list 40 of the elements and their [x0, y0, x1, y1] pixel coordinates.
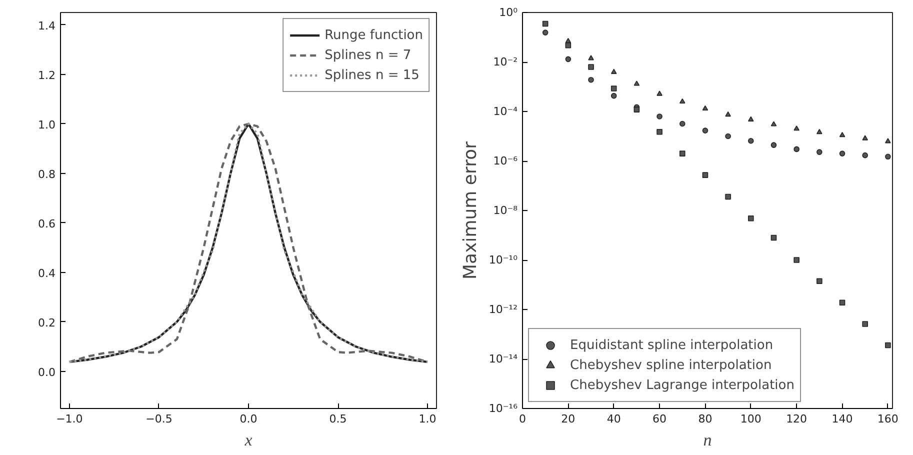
y-tick-label: 10⁻¹⁴ — [488, 352, 518, 366]
x-tick-label: 80 — [698, 412, 712, 426]
x-tick-label: 160 — [877, 412, 898, 426]
y-tick-label: 10⁰ — [499, 6, 518, 19]
legend-label: Chebyshev spline interpolation — [570, 358, 772, 372]
x-tick-label: 60 — [652, 412, 667, 426]
x-axis-title: x — [244, 430, 253, 450]
y-tick-label: 10⁻⁸ — [493, 204, 518, 217]
y-tick-label: 10⁻⁶ — [493, 154, 518, 168]
x-tick-label: 0.5 — [329, 412, 347, 426]
legend-label: Equidistant spline interpolation — [570, 338, 774, 352]
y-tick-label: 1.4 — [38, 19, 56, 32]
y-tick-label: 1.0 — [38, 118, 56, 132]
x-tick-label: −0.5 — [146, 412, 172, 426]
y-tick-label: 1.2 — [38, 68, 56, 82]
x-tick-label: 20 — [561, 412, 576, 426]
x-tick-label: 0 — [519, 412, 526, 426]
y-tick-label: 10⁻¹² — [488, 303, 518, 316]
y-tick-label: 10⁻¹⁶ — [488, 402, 518, 415]
y-tick-label: 10⁻² — [493, 56, 518, 68]
y-tick-label: 0.4 — [38, 266, 56, 280]
x-tick-label: 100 — [740, 412, 762, 426]
x-tick-label: 120 — [786, 412, 808, 426]
y-tick-label: 0.8 — [38, 168, 56, 181]
x-tick-label: 1.0 — [418, 412, 436, 426]
y-tick-label: 10⁻⁴ — [493, 105, 518, 118]
y-tick-label: 0.0 — [38, 366, 56, 379]
legend-label: Splines n = 15 — [324, 68, 420, 82]
y-tick-label: 10⁻¹⁰ — [488, 254, 518, 266]
y-tick-label: 0.6 — [38, 217, 56, 230]
x-tick-label: 40 — [606, 412, 621, 426]
legend-label: Splines n = 7 — [324, 48, 412, 62]
x-tick-label: 140 — [832, 412, 853, 426]
legend-label: Chebyshev Lagrange interpolation — [570, 378, 794, 392]
x-tick-label: −1.0 — [56, 412, 83, 426]
x-tick-label: 0.0 — [240, 412, 258, 426]
y-axis-title: Maximum error — [460, 140, 481, 280]
x-axis-title: n — [703, 430, 712, 450]
legend-label: Runge function — [324, 28, 423, 42]
y-tick-label: 0.2 — [38, 316, 56, 330]
